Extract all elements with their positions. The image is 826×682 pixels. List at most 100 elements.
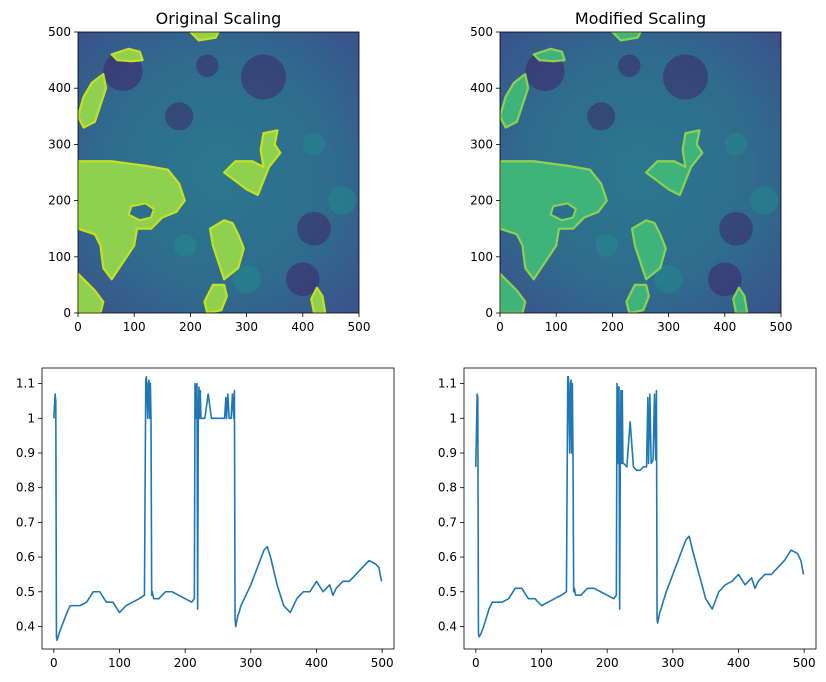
low-value-region: [719, 211, 753, 246]
heatmap-region-bottom-center: [625, 283, 651, 313]
heatmap-hole: [127, 202, 156, 222]
mid-value-region: [173, 234, 197, 257]
y-tick-label: 200: [470, 194, 493, 208]
y-tick-label: 1.1: [438, 377, 457, 391]
heatmap-region-left-central: [500, 160, 608, 281]
heatmap-region-right-upper: [223, 129, 282, 197]
y-tick-label: 0.7: [16, 515, 35, 529]
heatmap-region-bottom-left: [500, 272, 527, 313]
y-tick-label: 0.8: [16, 481, 35, 495]
x-tick-label: 0: [50, 656, 58, 670]
y-tick-label: 400: [470, 81, 493, 95]
x-tick-label: 300: [661, 656, 684, 670]
x-tick-label: 100: [108, 656, 131, 670]
heatmap-region-top-edge: [189, 32, 220, 42]
chart-title: Original Scaling: [156, 9, 282, 28]
y-tick-label: 0.6: [16, 550, 35, 564]
low-value-region: [662, 54, 708, 100]
y-tick-label: 300: [470, 137, 493, 151]
heatmap-region-center-right: [630, 219, 667, 281]
x-tick-label: 0: [472, 656, 480, 670]
axes-frame: [77, 31, 360, 314]
x-tick-label: 200: [596, 656, 619, 670]
heatmap-region-bottom-right: [310, 286, 327, 313]
x-tick-label: 0: [496, 320, 504, 334]
heatmap-region-top-edge: [611, 32, 642, 42]
y-tick-label: 0.6: [438, 550, 457, 564]
x-tick-label: 400: [713, 320, 736, 334]
x-tick-label: 400: [305, 656, 328, 670]
x-tick-label: 300: [235, 320, 258, 334]
x-tick-label: 200: [601, 320, 624, 334]
mid-value-region: [724, 133, 748, 156]
y-tick-label: 0.9: [16, 446, 35, 460]
heatmap-region-left-central: [78, 160, 186, 281]
x-tick-label: 500: [371, 656, 394, 670]
axes-3: 0 100 200 300 400 500 0.4 0.5 0.6 0.7 0.8 0.9 1 1.1: [16, 367, 395, 670]
heatmap-region-upper-left: [78, 73, 108, 129]
y-tick-label: 500: [470, 25, 493, 39]
x-tick-label: 500: [770, 320, 793, 334]
low-value-region: [240, 54, 286, 100]
x-tick-label: 200: [179, 320, 202, 334]
x-tick-label: 500: [348, 320, 371, 334]
x-tick-label: 400: [291, 320, 314, 334]
y-tick-label: 0.7: [438, 515, 457, 529]
mid-value-region: [750, 186, 779, 215]
series-line-1: [475, 375, 805, 638]
axes-2: Modified Scaling 0 100 200 300 400 500 0 100 200 3…: [470, 9, 792, 334]
low-value-region: [165, 102, 194, 131]
mid-value-region: [654, 265, 683, 294]
y-tick-label: 300: [48, 137, 71, 151]
axes-frame: [499, 31, 782, 314]
heatmap-region-bottom-left: [78, 272, 105, 313]
mid-value-region: [232, 265, 261, 294]
chart-title: Modified Scaling: [575, 9, 706, 28]
low-value-region: [618, 54, 641, 77]
mid-value-region: [328, 186, 357, 215]
heatmap-hole: [549, 202, 578, 222]
y-tick-label: 1.1: [16, 377, 35, 391]
x-tick-label: 100: [123, 320, 146, 334]
y-tick-label: 0.4: [16, 619, 35, 633]
y-tick-label: 500: [48, 25, 71, 39]
y-tick-label: 0.5: [438, 585, 457, 599]
x-tick-label: 300: [239, 656, 262, 670]
y-tick-label: 100: [470, 250, 493, 264]
x-tick-label: 500: [793, 656, 816, 670]
heatmap-region-center-right: [208, 219, 245, 281]
x-tick-label: 400: [727, 656, 750, 670]
y-tick-label: 1: [27, 411, 35, 425]
y-tick-label: 0: [63, 306, 71, 320]
y-tick-label: 100: [48, 250, 71, 264]
axes-4: 0 100 200 300 400 500 0.4 0.5 0.6 0.7 0.8 0.9 1 1.1: [438, 367, 817, 670]
y-tick-label: 0.9: [438, 446, 457, 460]
heatmap-region-top-blob: [110, 47, 144, 63]
x-tick-label: 100: [530, 656, 553, 670]
heatmap-region-upper-left: [500, 73, 530, 129]
low-value-region: [285, 262, 320, 297]
heatmap-region-top-blob: [532, 47, 566, 63]
x-tick-label: 100: [545, 320, 568, 334]
x-tick-label: 0: [74, 320, 82, 334]
heatmap-image: [78, 32, 359, 313]
mid-value-region: [302, 133, 326, 156]
y-tick-label: 400: [48, 81, 71, 95]
mid-value-region: [595, 234, 619, 257]
y-tick-label: 1: [449, 411, 457, 425]
low-value-region: [196, 54, 219, 77]
axes-1: Original Scaling 0 100 200 300 400 500 0 100 200 3…: [48, 9, 370, 334]
low-value-region: [707, 262, 742, 297]
heatmap-region-bottom-right: [732, 286, 749, 313]
series-line-1: [53, 375, 383, 642]
y-tick-label: 0.5: [16, 585, 35, 599]
x-tick-label: 300: [657, 320, 680, 334]
low-value-region: [297, 211, 331, 246]
heatmap-image: [500, 32, 781, 313]
low-value-region: [587, 102, 616, 131]
heatmap-region-bottom-center: [203, 283, 229, 313]
axes-frame: [463, 367, 817, 650]
heatmap-region-right-upper: [645, 129, 704, 197]
